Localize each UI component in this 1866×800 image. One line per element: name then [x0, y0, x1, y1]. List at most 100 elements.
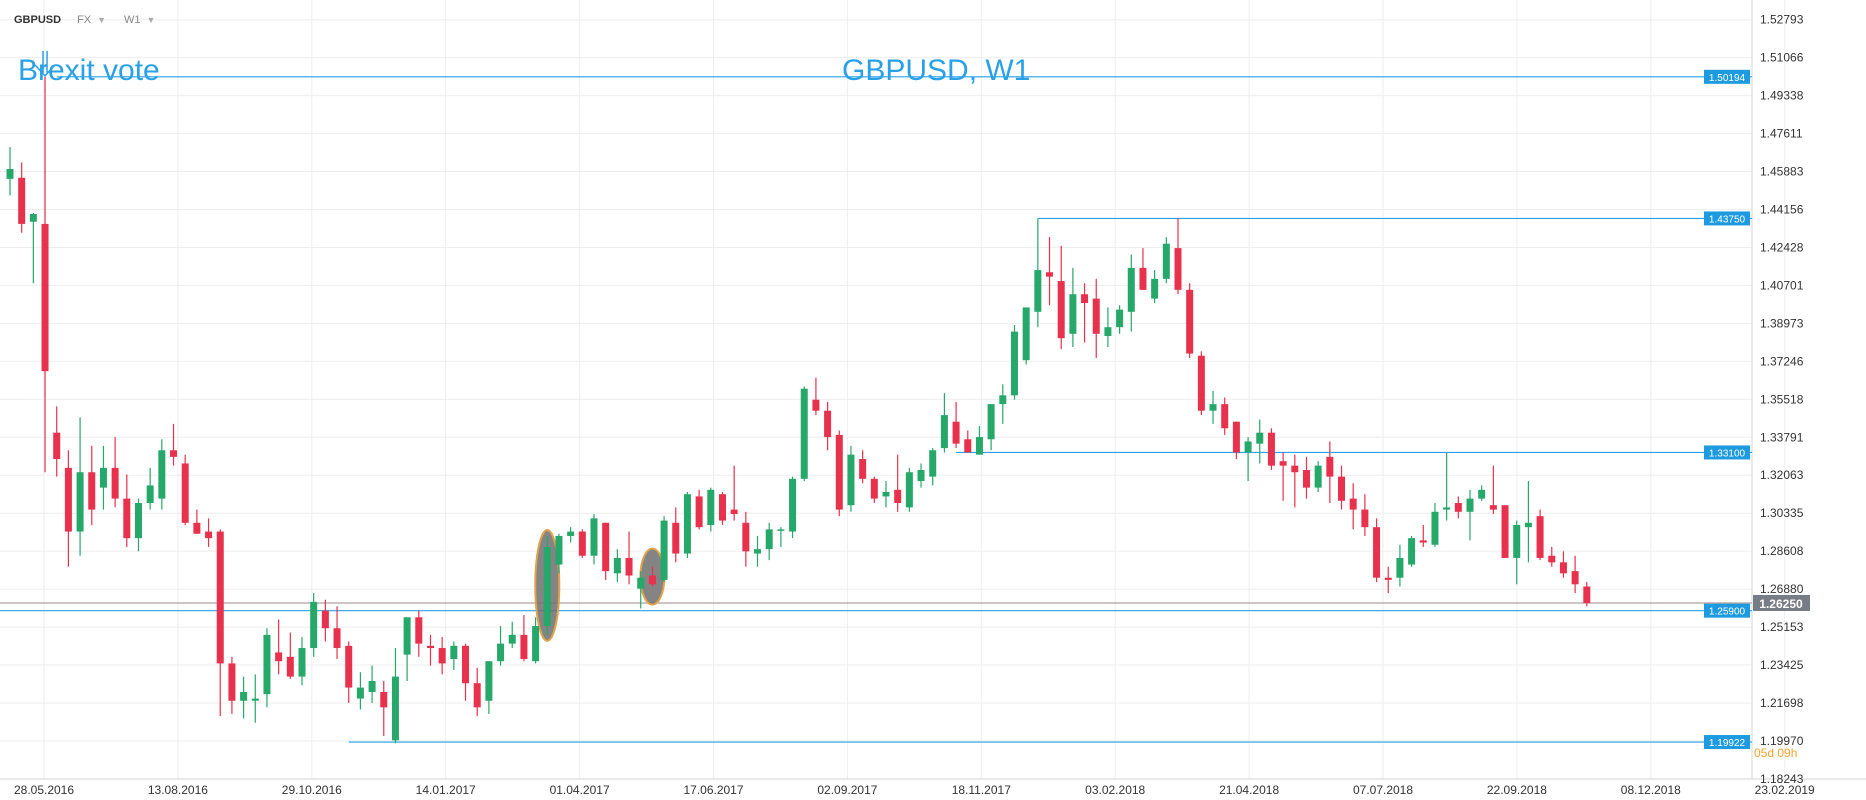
candle — [497, 626, 505, 666]
candle-body — [1291, 465, 1299, 473]
candle-body — [1536, 516, 1544, 558]
candle — [847, 445, 855, 512]
market-dropdown[interactable]: FX ▼ — [77, 14, 106, 26]
arrow-down-icon — [34, 50, 56, 78]
candle-body — [205, 531, 213, 539]
candle-body — [1069, 294, 1077, 334]
candle-body — [1501, 505, 1509, 558]
candle — [917, 463, 925, 488]
candle — [450, 641, 458, 671]
bar-timer: 05d 09h — [1754, 746, 1797, 760]
candle-body — [403, 617, 411, 655]
candle-body — [929, 450, 937, 477]
candle — [672, 507, 680, 563]
candle — [789, 476, 797, 539]
candle-body — [1139, 267, 1147, 290]
candle — [391, 648, 399, 744]
candle-body — [847, 454, 855, 506]
level-label: 1.33100 — [1709, 448, 1746, 459]
candle-body — [134, 502, 142, 539]
candle — [380, 680, 388, 736]
candle-body — [894, 489, 902, 503]
candle-body — [672, 522, 680, 554]
candle — [882, 481, 890, 508]
candle-body — [497, 643, 505, 662]
candle-body — [1326, 456, 1334, 477]
candle-body — [1186, 289, 1194, 354]
candle-body — [310, 601, 318, 649]
candle-body — [999, 395, 1007, 405]
candle-body — [1244, 441, 1252, 453]
candle-body — [987, 404, 995, 440]
level-label: 1.19922 — [1709, 738, 1746, 749]
candle-body — [473, 683, 481, 708]
candle — [1361, 494, 1369, 536]
candle — [648, 566, 656, 587]
candle-body — [695, 496, 703, 528]
candle — [543, 535, 551, 635]
candle-body — [415, 617, 423, 644]
x-tick-label: 13.08.2016 — [148, 783, 208, 797]
candle-body — [450, 645, 458, 660]
symbol-name[interactable]: GBPUSD — [14, 14, 62, 26]
candle — [275, 619, 283, 675]
candle — [1081, 283, 1089, 343]
y-tick-label: 1.45883 — [1760, 165, 1804, 179]
candle — [403, 617, 411, 681]
candle-body — [64, 467, 72, 532]
candle-body — [321, 610, 329, 629]
candle — [298, 637, 306, 686]
candle — [1583, 582, 1591, 607]
candle-body — [800, 388, 808, 479]
candle-body — [99, 467, 107, 488]
candle — [368, 665, 376, 703]
candle-body — [41, 223, 49, 372]
candle-body — [964, 439, 972, 453]
candle — [310, 593, 318, 657]
candle-body — [123, 498, 131, 539]
candle — [1419, 524, 1427, 547]
candle-body — [1116, 309, 1124, 328]
candle — [1139, 248, 1147, 290]
candle — [1127, 254, 1135, 332]
candle-body — [76, 472, 84, 532]
candle — [1431, 502, 1439, 547]
candle-body — [1151, 278, 1159, 299]
candle — [123, 474, 131, 547]
candle — [1454, 496, 1462, 519]
candle-body — [567, 531, 575, 536]
candle-body — [1489, 505, 1497, 510]
candle — [111, 437, 119, 508]
candle-body — [1232, 421, 1240, 453]
x-tick-label: 08.12.2018 — [1621, 783, 1681, 797]
x-tick-label: 29.10.2016 — [282, 783, 342, 797]
candle-body — [193, 522, 201, 534]
candle-body — [543, 546, 551, 627]
current-price-box — [1753, 594, 1810, 611]
x-tick-label: 21.04.2018 — [1219, 783, 1279, 797]
candle-body — [1338, 476, 1346, 501]
candle-body — [1104, 327, 1112, 336]
candle-body — [870, 478, 878, 499]
candle-body — [485, 661, 493, 701]
interval-dropdown[interactable]: W1 ▼ — [124, 14, 155, 26]
candle — [625, 531, 633, 585]
y-tick-label: 1.44156 — [1760, 203, 1804, 217]
candle-body — [975, 437, 983, 455]
candle — [1244, 437, 1252, 482]
candle — [333, 606, 341, 660]
candle — [1501, 505, 1509, 558]
candle — [812, 377, 820, 416]
candle-body — [111, 467, 119, 499]
y-tick-label: 1.19970 — [1760, 734, 1804, 748]
candle-body — [251, 698, 259, 701]
candle-body — [29, 214, 37, 222]
y-tick-label: 1.18243 — [1760, 772, 1804, 786]
candle-body — [1431, 511, 1439, 545]
candle — [1571, 555, 1579, 594]
candle-body — [1256, 432, 1264, 444]
candle-body — [1267, 432, 1275, 466]
candle-body — [917, 470, 925, 482]
y-tick-label: 1.42428 — [1760, 240, 1804, 254]
